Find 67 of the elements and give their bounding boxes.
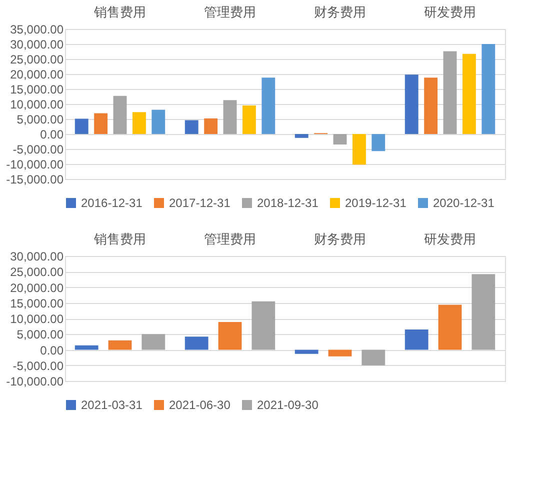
- bar: [294, 134, 308, 138]
- bar: [362, 350, 386, 366]
- bar: [184, 336, 208, 350]
- bar: [424, 78, 438, 134]
- bar: [204, 118, 218, 134]
- legend-label: 2020-12-31: [433, 196, 495, 210]
- bar: [352, 134, 366, 165]
- bar: [113, 96, 127, 134]
- bar: [74, 345, 98, 350]
- bar: [333, 134, 347, 144]
- bar: [152, 110, 166, 134]
- y-tick-label: 0.00: [40, 343, 64, 358]
- bar: [404, 74, 418, 134]
- y-tick-label: 20,000.00: [10, 280, 64, 295]
- bar: [482, 44, 496, 134]
- x-tick-label: 研发费用: [424, 4, 476, 20]
- legend-label: 2018-12-31: [257, 196, 319, 210]
- bar: [262, 78, 276, 134]
- y-tick-label: 15,000.00: [10, 82, 64, 96]
- bar: [218, 322, 242, 350]
- bar: [94, 113, 108, 134]
- y-tick-label: -5,000.00: [12, 142, 64, 156]
- x-tick-label: 财务费用: [314, 4, 366, 20]
- legend-label: 2019-12-31: [345, 196, 407, 210]
- y-tick-label: 10,000.00: [10, 312, 64, 326]
- y-tick-label: 15,000.00: [10, 296, 64, 310]
- y-tick-label: 20,000.00: [10, 68, 64, 82]
- y-tick-label: 35,000.00: [10, 22, 64, 36]
- legend-label: 2016-12-31: [81, 196, 143, 210]
- y-tick-label: -10,000.00: [6, 158, 64, 172]
- y-tick-label: 0.00: [40, 128, 64, 142]
- y-tick-label: 25,000.00: [10, 265, 64, 280]
- bar: [372, 134, 386, 152]
- y-tick-label: -5,000.00: [12, 358, 64, 373]
- x-tick-label: 管理费用: [204, 232, 256, 246]
- legend-label: 2017-12-31: [169, 196, 231, 210]
- bar: [443, 51, 457, 134]
- legend-label: 2021-03-31: [81, 398, 143, 412]
- bar: [223, 100, 237, 134]
- bar: [242, 106, 256, 134]
- x-tick-label: 研发费用: [424, 232, 476, 246]
- bar: [294, 350, 318, 354]
- y-tick-label: -15,000.00: [6, 172, 64, 186]
- x-tick-label: 销售费用: [93, 4, 146, 20]
- bar: [472, 274, 496, 350]
- y-tick-label: 30,000.00: [10, 38, 64, 52]
- y-tick-label: 30,000.00: [10, 250, 64, 264]
- y-tick-label: 5,000.00: [16, 328, 64, 342]
- bar: [108, 340, 132, 350]
- bar: [184, 120, 198, 134]
- bar: [438, 304, 462, 350]
- bar: [252, 301, 276, 350]
- bar: [142, 334, 166, 350]
- x-tick-label: 财务费用: [314, 232, 366, 246]
- y-tick-label: 25,000.00: [10, 52, 64, 66]
- bar: [404, 329, 428, 350]
- y-tick-label: 5,000.00: [16, 112, 64, 126]
- y-tick-label: -10,000.00: [6, 374, 64, 388]
- bar: [132, 112, 146, 134]
- y-tick-label: 10,000.00: [10, 98, 64, 112]
- x-tick-label: 销售费用: [93, 232, 146, 246]
- bar: [328, 350, 352, 356]
- bar: [462, 54, 476, 134]
- bar: [74, 118, 88, 134]
- legend-label: 2021-09-30: [257, 398, 319, 412]
- legend-label: 2021-06-30: [169, 398, 231, 412]
- x-tick-label: 管理费用: [204, 4, 256, 20]
